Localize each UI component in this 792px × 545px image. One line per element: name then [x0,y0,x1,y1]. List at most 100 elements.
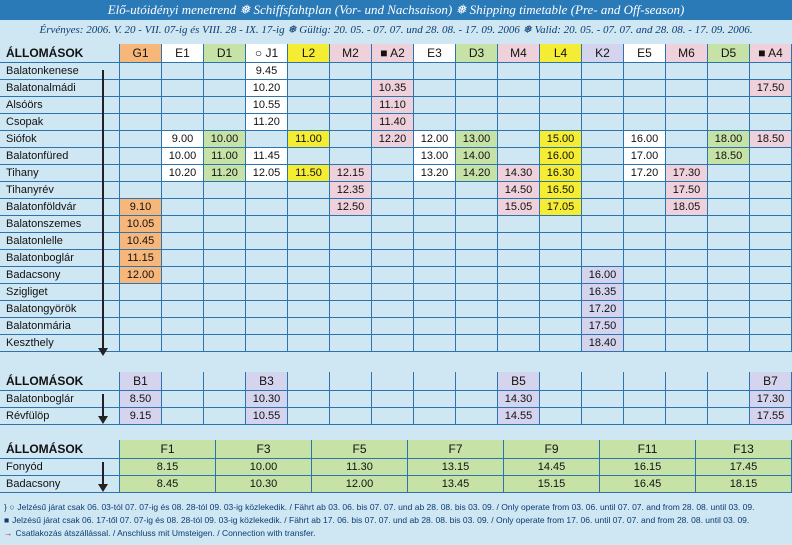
departure-time: 11.50 [288,165,330,182]
station-name: Badacsony [0,267,120,284]
empty-cell [120,131,162,148]
empty-cell [162,80,204,97]
empty-cell [372,233,414,250]
departure-time: 13.15 [408,459,504,476]
departure-time: 14.30 [498,391,540,408]
departure-time: 11.00 [288,131,330,148]
empty-cell [372,182,414,199]
empty-cell [330,114,372,131]
column-header-g1: G1 [120,44,162,63]
station-name: Balatonföldvár [0,199,120,216]
empty-cell [750,199,792,216]
empty-cell [288,284,330,301]
empty-cell [120,114,162,131]
station-name: Fonyód [0,459,120,476]
column-header-f1: F1 [120,440,216,459]
arrowhead-icon [98,348,108,356]
empty-cell [330,233,372,250]
empty-cell [456,216,498,233]
empty-cell [666,335,708,352]
departure-time: 14.00 [456,148,498,165]
departure-time: 17.05 [540,199,582,216]
departure-time: 12.35 [330,182,372,199]
empty-cell [540,216,582,233]
departure-time: 11.15 [120,250,162,267]
empty-cell [162,199,204,216]
empty-cell [708,301,750,318]
station-name: Balatonfüred [0,148,120,165]
empty-cell [624,63,666,80]
departure-time: 13.20 [414,165,456,182]
empty-cell [120,148,162,165]
empty-cell [162,284,204,301]
empty-cell [624,80,666,97]
empty-cell [246,318,288,335]
empty-cell [624,335,666,352]
empty-cell [120,97,162,114]
empty-cell [456,267,498,284]
empty-cell [540,250,582,267]
empty-cell [456,199,498,216]
column-header-b5: B5 [498,372,540,391]
empty-cell [708,250,750,267]
column-header-blank [414,372,456,391]
arrowhead-icon [98,416,108,424]
empty-cell [624,233,666,250]
empty-cell [246,335,288,352]
departure-time: 11.40 [372,114,414,131]
empty-cell [708,80,750,97]
departure-time: 13.00 [456,131,498,148]
empty-cell [288,267,330,284]
departure-time: 17.50 [750,80,792,97]
empty-cell [414,250,456,267]
departure-time: 10.00 [204,131,246,148]
empty-cell [372,148,414,165]
empty-cell [414,335,456,352]
station-name: Keszthely [0,335,120,352]
empty-cell [456,80,498,97]
empty-cell [246,301,288,318]
empty-cell [624,267,666,284]
station-name: Csopak [0,114,120,131]
column-header-k2: K2 [582,44,624,63]
direction-arrow-icon [102,462,104,484]
empty-cell [624,182,666,199]
column-header-a2: ■ A2 [372,44,414,63]
empty-cell [666,408,708,425]
empty-cell [120,182,162,199]
column-header-blank [162,372,204,391]
empty-cell [414,97,456,114]
empty-cell [582,182,624,199]
empty-cell [582,80,624,97]
empty-cell [750,148,792,165]
empty-cell [372,335,414,352]
empty-cell [666,80,708,97]
empty-cell [204,216,246,233]
empty-cell [666,301,708,318]
empty-cell [624,97,666,114]
empty-cell [288,63,330,80]
departure-time: 18.05 [666,199,708,216]
empty-cell [750,267,792,284]
empty-cell [708,199,750,216]
empty-cell [582,250,624,267]
empty-cell [582,148,624,165]
empty-cell [666,391,708,408]
empty-cell [288,216,330,233]
empty-cell [666,97,708,114]
departure-time: 11.00 [204,148,246,165]
column-header-blank [456,372,498,391]
empty-cell [204,284,246,301]
empty-cell [414,233,456,250]
empty-cell [330,131,372,148]
empty-cell [162,233,204,250]
empty-cell [204,80,246,97]
empty-cell [540,318,582,335]
departure-time: 17.50 [582,318,624,335]
departure-time: 17.30 [750,391,792,408]
empty-cell [750,216,792,233]
empty-cell [162,267,204,284]
empty-cell [456,284,498,301]
empty-cell [288,408,330,425]
column-header-d5: D5 [708,44,750,63]
